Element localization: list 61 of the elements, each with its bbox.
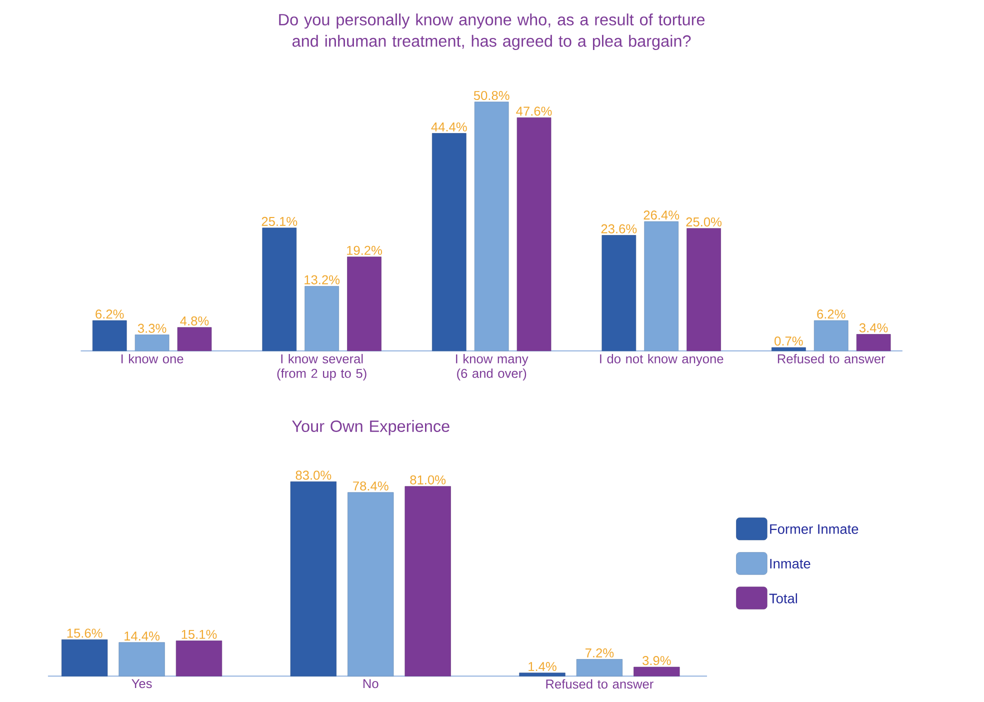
data-label: 3.3%: [138, 324, 166, 333]
x-tick-label: Yes: [132, 679, 152, 688]
data-label: 25.0%: [686, 217, 722, 227]
data-label: 19.2%: [347, 246, 382, 256]
bar: [404, 486, 451, 676]
chart-title: Do you personally know anyone who, as a result of torture and inhuman treatment, has agreed to a plea bargain?: [279, 14, 705, 50]
data-label: 47.6%: [516, 106, 552, 116]
data-label: 81.0%: [410, 475, 446, 485]
data-label: 83.0%: [296, 470, 332, 480]
bar: [177, 327, 212, 352]
bar: [602, 235, 636, 352]
x-tick-label: No: [363, 679, 378, 688]
bar: [814, 320, 848, 352]
bar: [856, 334, 891, 352]
bar: [474, 102, 509, 352]
x-tick-label: I know many (6 and over): [456, 354, 528, 381]
data-label: 15.6%: [67, 628, 102, 638]
data-label: 3.4%: [859, 323, 888, 332]
bar: [134, 334, 170, 352]
bar: [516, 118, 552, 352]
bar: [644, 221, 679, 352]
data-label: 3.9%: [642, 656, 671, 666]
bar: [576, 659, 623, 676]
x-tick-label: I know several (from 2 up to 5): [277, 354, 366, 381]
data-label: 7.2%: [585, 648, 614, 658]
x-tick-label: Refused to answer: [546, 679, 654, 689]
bar: [772, 347, 806, 352]
bar: [432, 133, 466, 352]
x-tick-label: I know one: [121, 354, 184, 364]
data-label: 26.4%: [644, 210, 680, 220]
legend-label: Former Inmate: [770, 524, 858, 534]
bar: [290, 482, 336, 676]
bar: [347, 256, 382, 352]
bar: [262, 228, 297, 352]
x-tick-label: I do not know anyone: [600, 354, 724, 366]
data-label: 1.4%: [528, 662, 556, 672]
x-tick-label: Refused to answer: [778, 354, 886, 364]
bar: [118, 642, 165, 676]
legend-label: Total: [769, 593, 797, 604]
data-label: 23.6%: [601, 224, 637, 234]
data-label: 50.8%: [474, 91, 510, 100]
bar: [62, 640, 108, 676]
data-label: 25.1%: [262, 217, 298, 226]
bar: [176, 640, 222, 676]
chart-title: Your Own Experience: [292, 420, 450, 436]
data-label: 6.2%: [96, 310, 124, 319]
data-label: 44.4%: [431, 122, 467, 132]
data-label: 78.4%: [353, 482, 388, 491]
bar: [519, 672, 566, 676]
data-label: 0.7%: [774, 336, 803, 346]
data-label: 15.1%: [182, 630, 217, 639]
bar: [348, 492, 394, 676]
data-label: 14.4%: [124, 632, 160, 641]
legend-label: Inmate: [770, 559, 810, 569]
bar: [634, 666, 680, 676]
data-label: 13.2%: [304, 275, 340, 284]
bar: [92, 320, 127, 352]
bar: [686, 228, 721, 352]
data-label: 4.8%: [180, 316, 209, 326]
data-label: 6.2%: [817, 310, 846, 319]
bar: [304, 286, 339, 352]
